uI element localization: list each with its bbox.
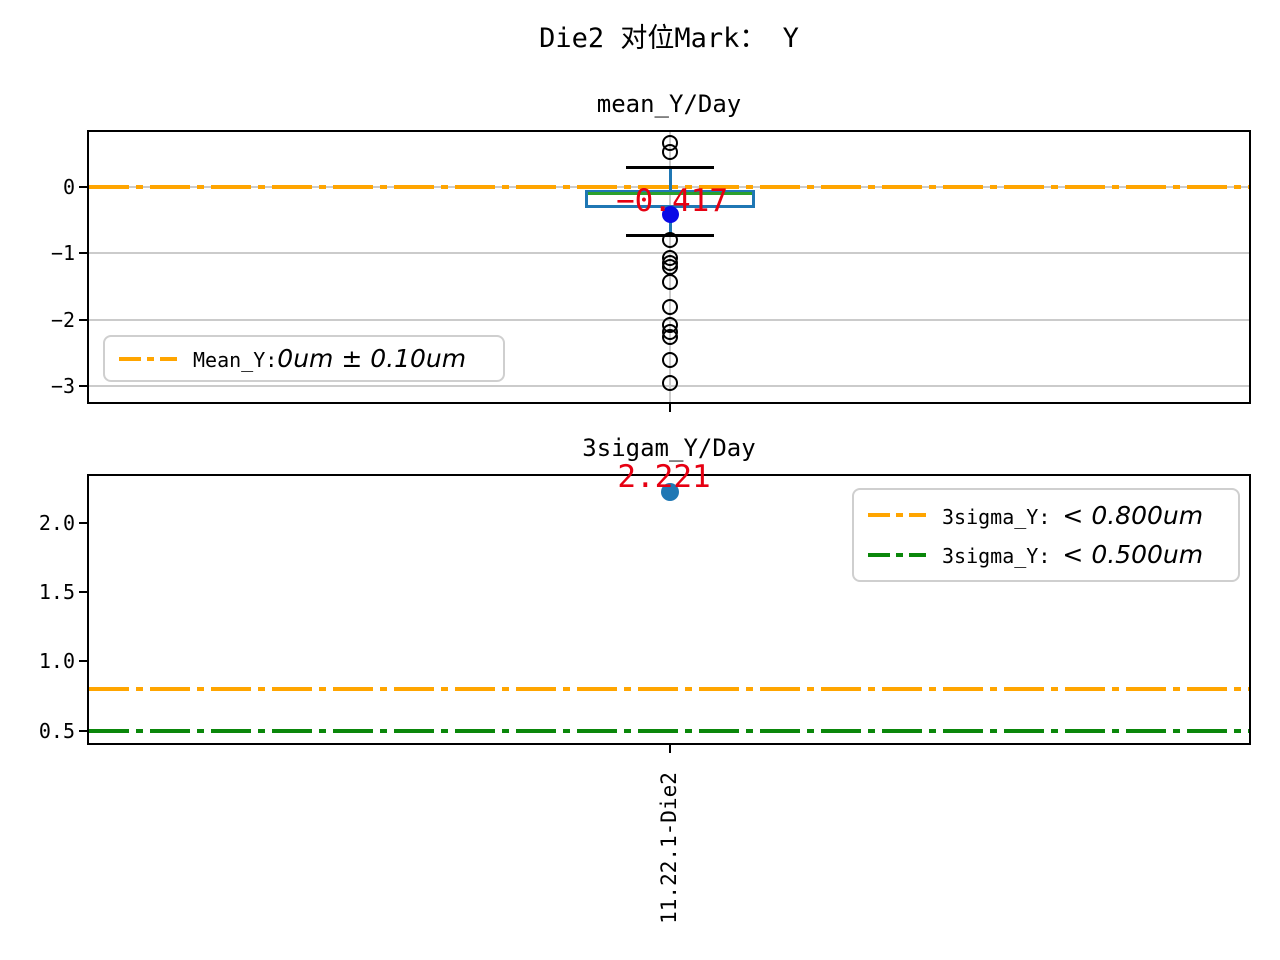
mean-legend-row: Mean_Y:0um ± 0.10um	[105, 344, 503, 373]
x-tick-label: 11.22.1-Die2	[657, 772, 681, 924]
whisker-upper	[668, 167, 672, 190]
figure-title: Die2 对位Mark： Y	[539, 23, 799, 54]
outlier-point	[662, 375, 678, 392]
sigma-legend: 3sigma_Y: < 0.800um 3sigma_Y: < 0.500um	[852, 488, 1240, 582]
y-tick-label: 0	[62, 174, 75, 199]
y-tick-mark	[79, 729, 89, 732]
sigma-lower-limit-label: 3sigma_Y: < 0.500um	[942, 540, 1203, 569]
y-tick-label: 2.0	[38, 511, 75, 536]
outlier-point	[662, 259, 678, 275]
y-tick-mark	[79, 591, 89, 594]
data-point	[661, 483, 679, 502]
mean-annotation: −0.417	[616, 183, 728, 220]
reference-line	[89, 687, 1249, 692]
mean-chart-title: mean_Y/Day	[596, 90, 742, 118]
mean-legend-text: Mean_Y:	[193, 348, 278, 372]
mean-marker	[661, 205, 679, 223]
sigma-annotation: 2.221	[617, 459, 711, 496]
mean-legend: Mean_Y:0um ± 0.10um	[103, 335, 505, 382]
y-tick-mark	[79, 522, 89, 525]
x-tick-mark	[669, 402, 671, 412]
y-tick-mark	[79, 185, 89, 188]
sigma-chart-title: 3sigam_Y/Day	[582, 434, 756, 462]
reference-line	[89, 728, 1249, 733]
outlier-point	[662, 352, 678, 369]
mean-legend-label: Mean_Y:0um ± 0.10um	[193, 344, 466, 373]
outlier-point	[662, 143, 678, 160]
mean-legend-spec: 0um ± 0.10um	[277, 344, 467, 373]
sigma-lower-limit-spec: < 0.500um	[1062, 540, 1204, 570]
y-tick-mark	[79, 660, 89, 663]
sigma-upper-limit-label: 3sigma_Y: < 0.800um	[942, 501, 1203, 530]
outlier-point	[662, 231, 678, 248]
y-tick-mark	[79, 318, 89, 321]
sigma-legend-row-orange: 3sigma_Y: < 0.800um	[854, 501, 1238, 530]
sigma-legend-row-green: 3sigma_Y: < 0.500um	[854, 540, 1238, 569]
sigma-upper-limit-spec: < 0.800um	[1062, 500, 1204, 530]
y-tick-label: −1	[50, 241, 75, 266]
median-line	[588, 192, 752, 196]
y-tick-mark	[79, 252, 89, 255]
y-tick-label: 1.0	[38, 649, 75, 674]
y-tick-label: −2	[50, 307, 75, 332]
y-tick-label: 0.5	[38, 718, 75, 743]
outlier-point	[662, 329, 678, 346]
y-tick-mark	[79, 385, 89, 388]
outlier-point	[662, 273, 678, 290]
whisker-cap-upper	[626, 166, 714, 170]
x-tick-mark	[669, 743, 671, 753]
sigma-upper-limit-text: 3sigma_Y:	[942, 504, 1063, 529]
sigma-lower-limit-text: 3sigma_Y:	[942, 544, 1063, 569]
mean-ref-line-swatch	[119, 356, 177, 361]
outlier-point	[662, 298, 678, 315]
sigma-lower-limit-swatch	[868, 552, 926, 557]
sigma-upper-limit-swatch	[868, 513, 926, 518]
y-tick-label: 1.5	[38, 580, 75, 605]
y-tick-label: −3	[50, 374, 75, 399]
